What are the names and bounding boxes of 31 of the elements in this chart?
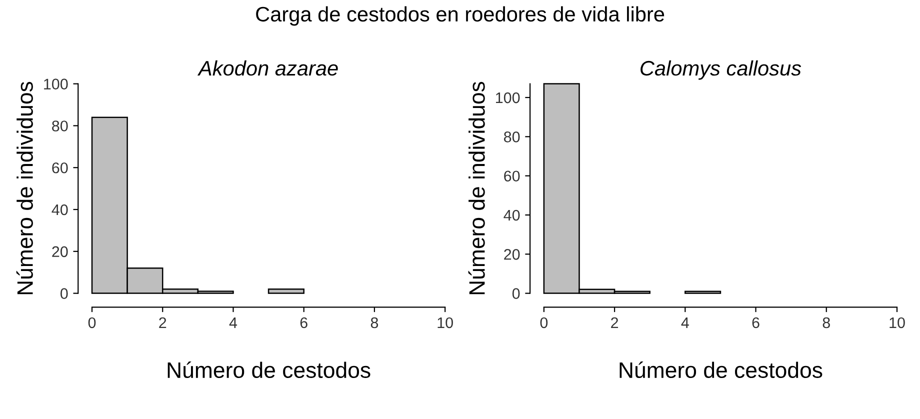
y-tick-label: 60 (504, 170, 520, 182)
x-tick-label: 10 (438, 317, 453, 328)
y-tick-label: 80 (52, 120, 68, 132)
y-tick-label: 40 (52, 204, 68, 216)
x-tick-label: 6 (752, 317, 760, 328)
y-tick-label: 100 (496, 92, 520, 104)
x-tick-label: 10 (890, 317, 905, 328)
y-tick-label: 40 (504, 210, 520, 221)
y-axis-title: Número de individuos (16, 82, 33, 294)
chart-title: Calomys callosus (640, 60, 802, 80)
x-tick-label: 2 (611, 317, 618, 328)
y-tick-label: 0 (512, 288, 520, 299)
x-tick-label: 6 (300, 317, 308, 328)
x-axis-title: Número de cestodos (620, 361, 822, 378)
y-tick-label: 20 (504, 249, 520, 260)
y-tick-label: 20 (52, 246, 68, 258)
y-tick-label: 60 (52, 162, 68, 174)
x-tick-label: 4 (681, 317, 689, 328)
y-tick-label: 80 (504, 132, 520, 142)
x-axis-title: Número de cestodos (168, 361, 370, 378)
y-axis-title: Número de individuos (468, 82, 485, 294)
x-tick-label: 2 (159, 317, 166, 328)
x-tick-label: 8 (370, 317, 378, 328)
y-tick-label: 100 (44, 78, 68, 90)
x-tick-label: 4 (229, 317, 238, 328)
x-tick-label: 0 (88, 317, 96, 328)
chart-title: Akodon azarae (197, 60, 338, 76)
y-tick-label: 0 (60, 288, 68, 299)
x-tick-label: 8 (822, 317, 830, 328)
x-tick-label: 0 (540, 317, 548, 328)
text: Carga de cestodos en roedores de vida libre (256, 6, 664, 26)
